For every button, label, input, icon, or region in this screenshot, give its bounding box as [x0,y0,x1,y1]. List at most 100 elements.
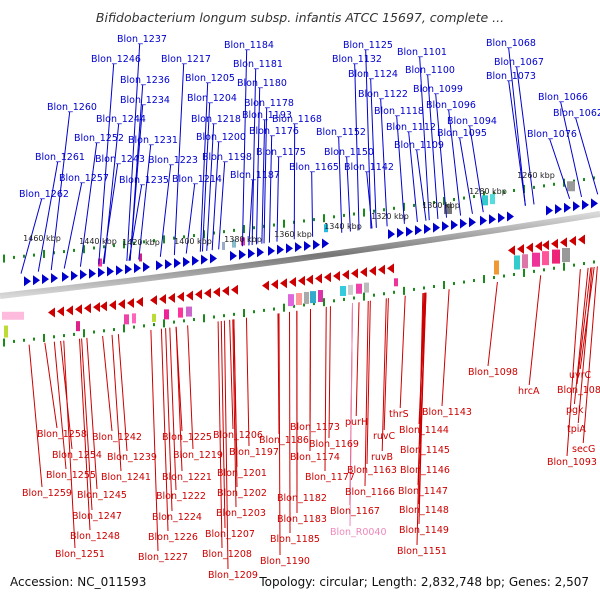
forward-gene-arrow [71,270,78,281]
reverse-gene-arrow [100,301,107,312]
gene-label-blon-1201: Blon_1201 [217,468,267,479]
gene-leader-line [102,163,119,264]
ring-tick [563,262,565,271]
ring-tick [353,212,355,216]
ring-tick [53,251,55,255]
gene-leader-line [346,156,351,232]
gene-label-blon-1202: Blon_1202 [217,488,267,499]
ring-tick [333,215,335,219]
reverse-gene-arrow [271,279,278,290]
reverse-gene-arrow [333,270,340,281]
gene-label-blon-1234: Blon_1234 [120,95,170,106]
gene-leader-line [160,328,169,532]
forward-gene-arrow [192,255,199,266]
gene-leader-line [338,136,343,233]
gene-leader-line [126,43,141,262]
gene-label-blon-1132: Blon_1132 [332,54,382,65]
reverse-gene-arrow [195,289,202,300]
forward-gene-arrow [248,248,255,259]
gene-label-blon-1247: Blon_1247 [72,511,122,522]
ring-tick [313,302,315,306]
forward-gene-arrow [201,254,208,265]
forward-gene-arrow [451,219,458,230]
ring-tick [63,250,65,254]
ring-tick [373,293,375,297]
forward-gene-arrow [573,201,580,212]
reverse-gene-arrow [127,297,134,308]
ring-tick [153,239,155,243]
reverse-gene-arrow [342,269,349,280]
gene-leader-line [364,300,369,487]
ring-tick [233,228,235,232]
ring-tick [363,208,365,217]
ring-tick [463,196,465,200]
gene-label-blon-1206: Blon_1206 [213,430,263,441]
gene-label-blon-1142: Blon_1142 [344,162,394,173]
ring-tick [473,195,475,199]
gene-label-blon-1099: Blon_1099 [413,84,463,95]
gene-leader-line [576,267,592,385]
gene-label-blon-1152: Blon_1152 [316,127,366,138]
gene-label-ruvb: ruvB [371,452,393,463]
forward-gene-arrow [277,244,284,255]
reverse-gene-arrow [136,296,143,307]
ring-tick [443,281,445,290]
ring-tick [593,176,595,180]
ring-tick [593,260,595,264]
feature-band [348,284,353,295]
gene-leader-line [577,267,593,424]
forward-gene-arrow [51,273,58,284]
gene-leader-line [469,125,484,213]
gene-leader-line [218,161,226,250]
gene-label-secg: secG [572,444,595,455]
gene-label-blon-1177: Blon_1177 [305,472,355,483]
forward-gene-arrow [546,205,553,216]
gene-label-blon-1197: Blon_1197 [229,447,279,458]
reverse-gene-arrow [542,240,549,251]
ring-tick [383,292,385,296]
gene-leader-line [150,329,159,552]
gene-leader-line [528,275,542,386]
feature-band [490,194,495,205]
gene-leader-line [566,269,581,457]
ring-tick [203,230,205,239]
feature-band [152,313,156,322]
forward-gene-arrow [555,204,562,215]
reverse-gene-arrow [535,241,542,252]
forward-gene-arrow [268,245,275,256]
reverse-gene-arrow [66,305,73,316]
feature-band [98,258,102,267]
forward-strand-genes [24,198,598,287]
reverse-gene-labels: Blon_1258 Blon_1242 Blon_1225 Blon_1206Blon… [22,367,600,581]
gene-leader-line [255,87,261,245]
gene-leader-line [175,326,183,472]
gene-label-blon-1186: Blon_1186 [259,435,309,446]
gene-label-thrs: thrS [389,409,409,420]
gene-label-blon-1166: Blon_1166 [345,487,395,498]
ring-tick [473,279,475,283]
ring-tick [343,297,345,301]
gene-leader-line [117,334,128,452]
gene-label-blon-1262: Blon_1262 [19,189,69,200]
gene-label-blon-1198: Blon_1198 [202,152,252,163]
gene-leader-line [416,149,427,221]
ring-tick [453,282,455,286]
gene-label-blon-1150: Blon_1150 [324,147,374,158]
feature-band [356,283,362,294]
gene-leader-line [20,198,43,274]
gene-label-blon-1147: Blon_1147 [398,486,448,497]
forward-gene-arrow [143,261,150,272]
ring-tick [543,268,545,272]
ring-tick [233,312,235,316]
gene-leader-line [365,49,372,229]
reverse-gene-arrow [262,280,269,291]
gene-label-blon-1257: Blon_1257 [59,173,109,184]
gene-label-blon-1122: Blon_1122 [358,89,408,100]
tick-label: 1320 kbp [371,212,409,221]
forward-gene-arrow [183,256,190,267]
gene-label-blon-1236: Blon_1236 [120,75,170,86]
ring-tick [243,309,245,318]
gene-leader-line [165,328,173,512]
reverse-gene-arrow [186,290,193,301]
ring-tick [33,253,35,257]
